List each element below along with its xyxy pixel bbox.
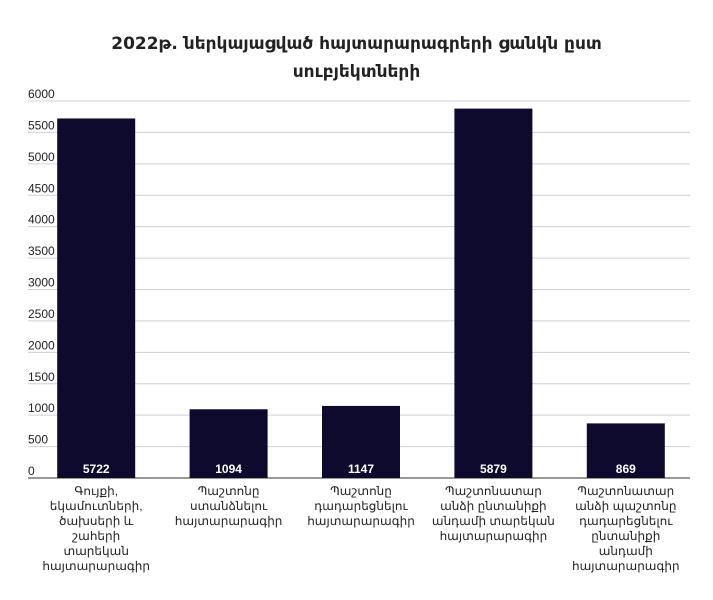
x-category-label-line: ծախսերի և շահերի bbox=[58, 514, 134, 543]
x-category-label-1: Գույքի, եկամուտների, ծախսերի և շահերի տարեկ… bbox=[34, 484, 158, 574]
y-tick-label-2000: 2000 bbox=[28, 338, 55, 352]
bar-value-label-5: 869 bbox=[616, 462, 636, 476]
x-category-label-5: Պաշտոնատար անձի պաշտոնը դադարեցնելու ընտանի… bbox=[564, 484, 688, 574]
x-category-label-line: ստանձնելու bbox=[190, 499, 268, 513]
x-category-label-line: անդամի bbox=[598, 544, 653, 558]
y-tick-label-3000: 3000 bbox=[28, 276, 55, 290]
x-category-label-line: դադարեցնելու bbox=[314, 499, 408, 513]
x-category-label-line: անդամի տարեկան bbox=[431, 514, 555, 528]
bar-value-label-1: 5722 bbox=[83, 462, 110, 476]
chart-title: 2022թ. ներկայացված հայտարարագրերի ցանկն … bbox=[0, 30, 713, 86]
x-category-label-line: Գույքի, bbox=[74, 484, 119, 498]
y-tick-label-4500: 4500 bbox=[28, 181, 55, 195]
x-category-label-3: Պաշտոնը դադարեցնելու հայտարարագիր bbox=[299, 484, 423, 529]
x-category-label-line: դադարեցնելու bbox=[579, 514, 673, 528]
y-tick-label-1500: 1500 bbox=[28, 370, 55, 384]
x-category-label-line: հայտարարագիր bbox=[439, 529, 548, 543]
x-category-label-line: հայտարարագիր bbox=[571, 559, 680, 573]
bar-3 bbox=[322, 405, 400, 478]
y-tick-label-1000: 1000 bbox=[28, 401, 55, 415]
x-category-label-line: հայտարարագիր bbox=[307, 514, 415, 528]
y-tick-label-2500: 2500 bbox=[28, 307, 55, 321]
bar-value-label-2: 1094 bbox=[215, 462, 242, 476]
x-category-label-line: անձի պաշտոնը bbox=[575, 499, 677, 513]
bar-2 bbox=[189, 409, 268, 478]
x-category-label-line: ընտանիքի bbox=[591, 529, 661, 543]
chart-title-line-2: սուբյեկտների bbox=[292, 62, 421, 82]
y-tick-label-5000: 5000 bbox=[28, 150, 55, 164]
x-category-label-line: Պաշտոնը bbox=[197, 484, 260, 498]
x-category-label-line: հայտարարագիր bbox=[174, 514, 283, 528]
x-category-label-4: Պաշտոնատար անձի ընտանիքի անդամի տարեկան հայ… bbox=[431, 484, 555, 544]
y-tick-label-4000: 4000 bbox=[28, 213, 55, 227]
y-tick-label-6000: 6000 bbox=[28, 87, 55, 101]
bar-value-label-4: 5879 bbox=[480, 462, 507, 476]
bar-1 bbox=[57, 118, 136, 479]
x-category-label-line: Պաշտոնատար bbox=[577, 484, 675, 498]
x-category-label-line: Պաշտոնը bbox=[330, 484, 392, 498]
x-category-label-line: եկամուտների, bbox=[49, 499, 143, 513]
bar-4 bbox=[454, 108, 533, 478]
x-category-label-line: հայտարարագիր bbox=[42, 559, 150, 573]
y-tick-label-3500: 3500 bbox=[28, 244, 55, 258]
chart-title-line-1: 2022թ. ներկայացված հայտարարագրերի ցանկն … bbox=[111, 34, 602, 54]
x-category-label-line: անձի ընտանիքի bbox=[440, 499, 547, 513]
y-tick-label-500: 500 bbox=[28, 433, 48, 447]
x-category-label-2: Պաշտոնը ստանձնելու հայտարարագիր bbox=[167, 484, 291, 529]
x-category-label-line: Պաշտոնատար bbox=[444, 484, 542, 498]
x-category-label-line: տարեկան bbox=[63, 544, 129, 558]
y-tick-label-5500: 5500 bbox=[28, 118, 55, 132]
bar-5 bbox=[586, 423, 665, 478]
bar-value-label-3: 1147 bbox=[348, 462, 374, 476]
y-tick-label-0: 0 bbox=[28, 464, 35, 478]
